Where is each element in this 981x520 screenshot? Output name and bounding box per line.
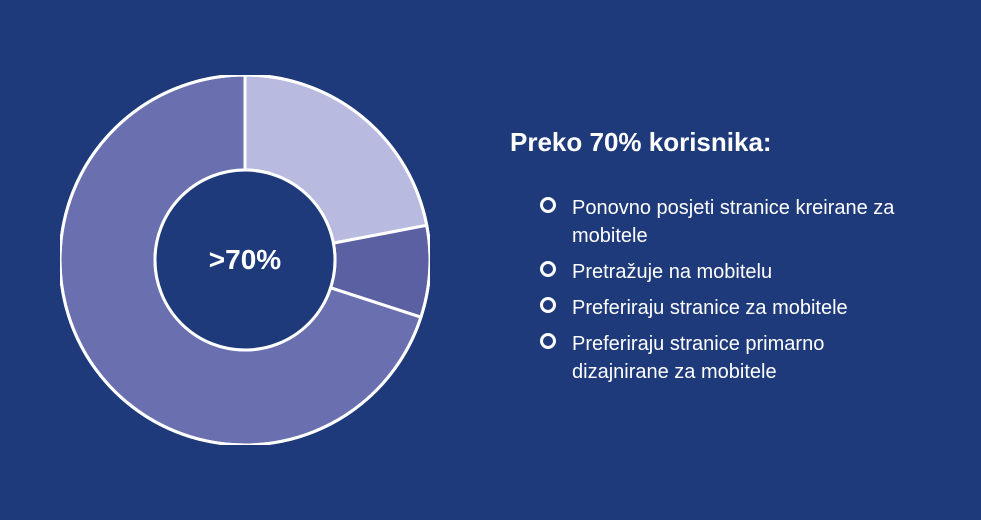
bullet-text: Preferiraju stranice za mobitele bbox=[572, 297, 848, 319]
bullet-item: Preferiraju stranice za mobitele bbox=[540, 294, 921, 322]
donut-chart: >70% bbox=[60, 75, 430, 445]
bullet-item: Preferiraju stranice primarno dizajniran… bbox=[540, 330, 921, 386]
bullet-marker-icon bbox=[540, 297, 556, 313]
bullet-text: Pretražuje na mobitelu bbox=[572, 261, 772, 283]
bullet-item: Ponovno posjeti stranice kreirane za mob… bbox=[540, 194, 921, 250]
bullet-marker-icon bbox=[540, 261, 556, 277]
bullet-text: Ponovno posjeti stranice kreirane za mob… bbox=[572, 197, 894, 247]
infographic-container: >70% Preko 70% korisnika: Ponovno posjet… bbox=[60, 75, 921, 445]
bullet-item: Pretražuje na mobitelu bbox=[540, 258, 921, 286]
bullet-marker-icon bbox=[540, 197, 556, 213]
donut-center-label: >70% bbox=[209, 244, 281, 276]
bullet-text: Preferiraju stranice primarno dizajniran… bbox=[572, 333, 824, 383]
bullet-list: Ponovno posjeti stranice kreirane za mob… bbox=[510, 194, 921, 386]
bullet-marker-icon bbox=[540, 333, 556, 349]
heading: Preko 70% korisnika: bbox=[510, 127, 921, 158]
text-area: Preko 70% korisnika: Ponovno posjeti str… bbox=[510, 127, 921, 394]
